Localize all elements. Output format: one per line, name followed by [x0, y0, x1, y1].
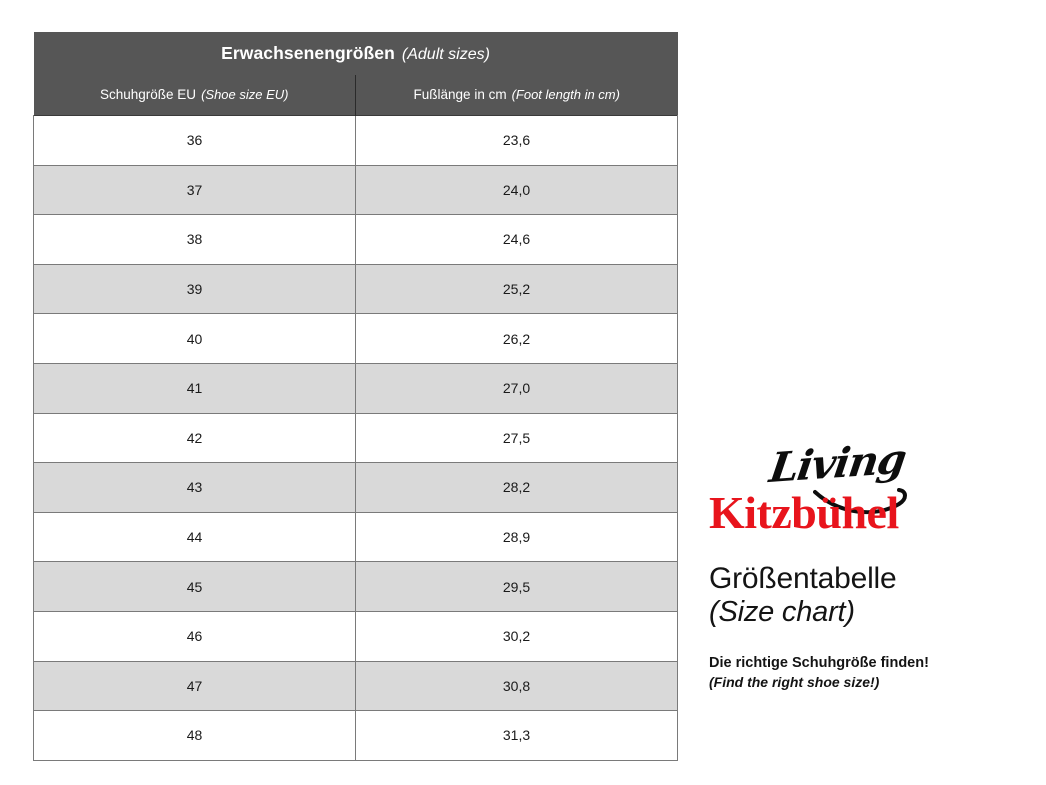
table-row: 40 26,2: [33, 313, 678, 364]
cell-foot-length: 28,9: [355, 512, 678, 563]
column-header-shoe-size: Schuhgröße EU (Shoe size EU): [33, 75, 356, 116]
page-note-de: Die richtige Schuhgröße finden!: [709, 655, 929, 672]
table-row: 37 24,0: [33, 165, 678, 216]
logo-wordmark-kitzbuehel: Kitzbühel: [709, 487, 899, 538]
cell-foot-length: 27,5: [355, 413, 678, 464]
cell-shoe-size: 36: [33, 115, 356, 166]
cell-foot-length: 25,2: [355, 264, 678, 315]
cell-foot-length: 24,6: [355, 214, 678, 265]
cell-shoe-size: 47: [33, 661, 356, 712]
page-note-en: (Find the right shoe size!): [709, 674, 880, 691]
cell-foot-length: 27,0: [355, 363, 678, 414]
table-title-row: Erwachsenengrößen (Adult sizes): [33, 32, 678, 75]
table-body: 36 23,6 37 24,0 38 24,6 39 25,2 40 26,2 41 27,0 42 27…: [33, 115, 678, 761]
cell-shoe-size: 37: [33, 165, 356, 216]
cell-shoe-size: 40: [33, 313, 356, 364]
table-title-cell: Erwachsenengrößen (Adult sizes): [33, 32, 678, 75]
table-row: 38 24,6: [33, 214, 678, 265]
brand-panel: Living Kitzbühel Größentabelle (Size cha…: [709, 435, 1009, 692]
table-title-main: Erwachsenengrößen: [221, 43, 395, 63]
table-column-header-row: Schuhgröße EU (Shoe size EU) Fußlänge in …: [33, 75, 678, 116]
cell-shoe-size: 41: [33, 363, 356, 414]
cell-foot-length: 23,6: [355, 115, 678, 166]
cell-shoe-size: 42: [33, 413, 356, 464]
column-header-foot-length-main: Fußlänge in cm: [413, 87, 507, 102]
table-row: 41 27,0: [33, 363, 678, 414]
cell-shoe-size: 45: [33, 561, 356, 612]
table-row: 42 27,5: [33, 413, 678, 464]
table-row: 36 23,6: [33, 115, 678, 166]
column-header-foot-length: Fußlänge in cm (Foot length in cm): [355, 75, 678, 116]
cell-foot-length: 30,2: [355, 611, 678, 662]
table-row: 44 28,9: [33, 512, 678, 563]
table-row: 47 30,8: [33, 661, 678, 712]
cell-foot-length: 26,2: [355, 313, 678, 364]
cell-foot-length: 30,8: [355, 661, 678, 712]
cell-shoe-size: 43: [33, 462, 356, 513]
logo-script-living: Living: [766, 434, 909, 492]
table-row: 39 25,2: [33, 264, 678, 315]
page-note: Die richtige Schuhgröße finden! (Find th…: [709, 654, 1009, 692]
cell-foot-length: 29,5: [355, 561, 678, 612]
table-row: 48 31,3: [33, 710, 678, 761]
cell-foot-length: 24,0: [355, 165, 678, 216]
cell-shoe-size: 44: [33, 512, 356, 563]
size-chart-table: Erwachsenengrößen (Adult sizes) Schuhgröß…: [33, 32, 678, 761]
cell-foot-length: 31,3: [355, 710, 678, 761]
cell-shoe-size: 48: [33, 710, 356, 761]
column-header-shoe-size-main: Schuhgröße EU: [100, 87, 197, 102]
table-title-sub: (Adult sizes): [401, 46, 490, 63]
page-heading-de: Größentabelle: [709, 562, 897, 595]
table-row: 45 29,5: [33, 561, 678, 612]
cell-shoe-size: 38: [33, 214, 356, 265]
page-heading-en: (Size chart): [709, 595, 855, 628]
living-kitzbuehel-logo: Living Kitzbühel: [709, 435, 924, 540]
table-header: Erwachsenengrößen (Adult sizes) Schuhgröß…: [33, 32, 678, 116]
column-header-shoe-size-sub: (Shoe size EU): [201, 87, 289, 102]
table-row: 43 28,2: [33, 462, 678, 513]
column-header-foot-length-sub: (Foot length in cm): [511, 87, 620, 102]
cell-shoe-size: 46: [33, 611, 356, 662]
page-heading: Größentabelle (Size chart): [709, 562, 1009, 628]
table-row: 46 30,2: [33, 611, 678, 662]
cell-foot-length: 28,2: [355, 462, 678, 513]
cell-shoe-size: 39: [33, 264, 356, 315]
